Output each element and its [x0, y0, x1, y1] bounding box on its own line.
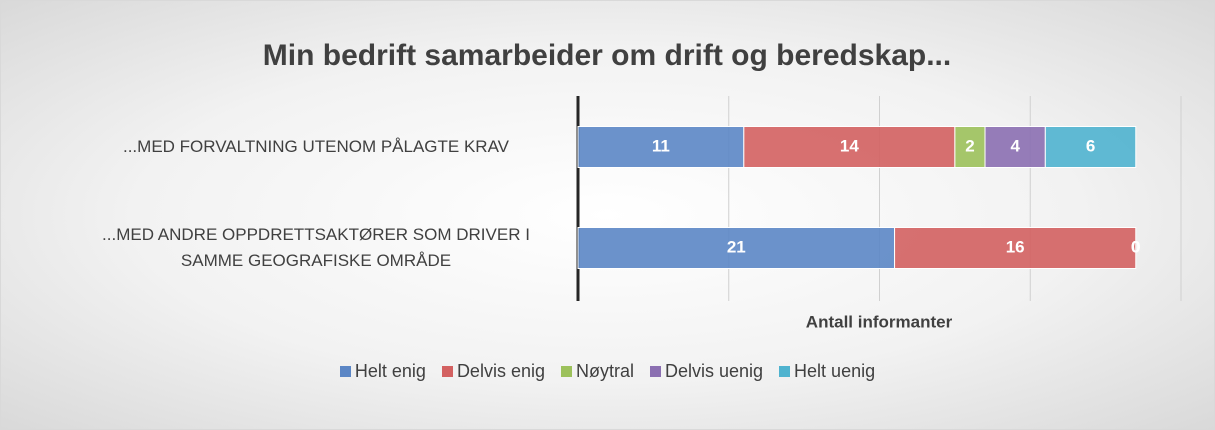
legend: Helt enig Delvis enig Nøytral Delvis uenig H…	[1, 361, 1214, 382]
legend-label: Helt enig	[354, 361, 426, 381]
legend-item: Nøytral	[560, 361, 634, 382]
legend-label: Delvis uenig	[664, 361, 764, 381]
bar-segment	[894, 227, 1137, 269]
legend-item: Delvis enig	[441, 361, 545, 382]
legend-swatch	[339, 366, 351, 377]
bar-segment	[743, 126, 956, 168]
legend-swatch	[649, 366, 661, 377]
legend-label: Delvis enig	[456, 361, 545, 381]
data-label: 0	[1131, 237, 1140, 256]
category-label: ...MED FORVALTNING UTENOM PÅLAGTE KRAV	[122, 137, 510, 156]
data-label: 11	[652, 136, 670, 155]
data-label: 21	[727, 237, 746, 256]
bar-segment	[954, 126, 986, 168]
bar-segment	[577, 227, 896, 269]
bar-segment	[984, 126, 1046, 168]
legend-label: Nøytral	[575, 361, 634, 381]
data-label: 0	[1131, 237, 1140, 256]
data-label: 2	[965, 136, 974, 155]
chart-title: Min bedrift samarbeider om drift og bere…	[263, 39, 951, 72]
data-label: 4	[1010, 136, 1020, 155]
legend-swatch	[441, 366, 453, 377]
x-axis-title: Antall informanter	[806, 312, 953, 331]
bar-segment	[577, 126, 745, 168]
bar-segment	[1044, 126, 1137, 168]
category-label: ...MED ANDRE OPPDRETTSAKTØRER SOM DRIVER…	[102, 225, 530, 270]
data-label: 14	[840, 136, 859, 155]
data-label: 16	[1006, 237, 1025, 256]
legend-swatch	[560, 366, 572, 377]
legend-item: Helt uenig	[779, 361, 875, 382]
legend-label: Helt uenig	[794, 361, 876, 381]
data-label: 6	[1086, 136, 1095, 155]
legend-item: Delvis uenig	[649, 361, 764, 382]
data-label: 0	[1131, 237, 1140, 256]
legend-item: Helt enig	[339, 361, 426, 382]
legend-swatch	[779, 366, 791, 377]
